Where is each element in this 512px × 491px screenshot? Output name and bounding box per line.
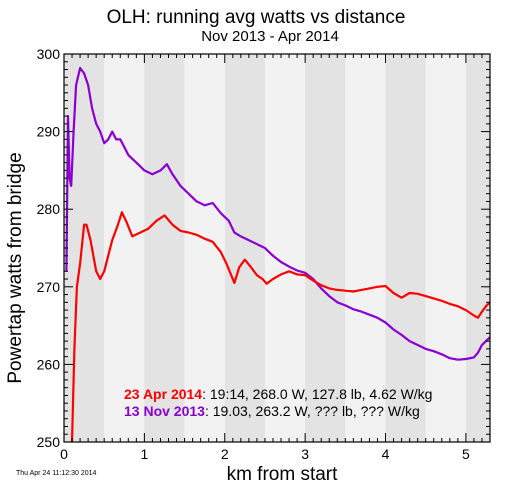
y-tick-label: 280 (37, 201, 61, 217)
legend-entry-apr: 23 Apr 2014: 19:14, 268.0 W, 127.8 lb, 4… (124, 386, 432, 402)
legend-entry-nov: 13 Nov 2013: 19.03, 263.2 W, ??? lb, ???… (124, 403, 420, 419)
background-band (64, 54, 105, 442)
chart-title: OLH: running avg watts vs distance (107, 7, 406, 28)
axis-ticks (63, 53, 491, 443)
legend-stats-nov: : 19.03, 263.2 W, ??? lb, ??? W/kg (205, 403, 420, 419)
y-tick-label: 260 (37, 356, 61, 372)
background-band (425, 54, 466, 442)
x-tick-label: 1 (140, 446, 148, 462)
background-band (264, 54, 306, 442)
legend-date-nov: 13 Nov 2013 (124, 403, 205, 419)
chart-subtitle: Nov 2013 - Apr 2014 (201, 28, 339, 45)
background-band (144, 54, 185, 442)
series-line-nov-2013 (65, 66, 491, 361)
background-band (385, 54, 426, 442)
y-tick-label: 250 (37, 434, 61, 450)
x-tick-label: 2 (221, 446, 229, 462)
background-band (224, 54, 265, 442)
legend-annotation: 23 Apr 2014: 19:14, 268.0 W, 127.8 lb, 4… (124, 386, 432, 419)
y-axis-label: Powertap watts from bridge (5, 152, 26, 383)
y-tick-label: 300 (37, 46, 61, 62)
timestamp: Thu Apr 24 11:12:30 2014 (16, 470, 97, 477)
x-tick-label: 5 (462, 446, 470, 462)
x-tick-label: 4 (382, 446, 390, 462)
axis-tick-labels: 0 1 2 3 4 5 250 260 270 280 290 300 (37, 46, 470, 462)
background-band (465, 54, 490, 442)
series-line-apr-2014 (70, 211, 491, 443)
y-tick-label: 270 (37, 279, 61, 295)
series-lines (65, 66, 491, 443)
legend-stats-apr: : 19:14, 268.0 W, 127.8 lb, 4.62 W/kg (202, 386, 432, 402)
legend-date-apr: 23 Apr 2014 (124, 386, 202, 402)
background-band (305, 54, 346, 442)
x-tick-label: 0 (60, 446, 68, 462)
background-band (345, 54, 386, 442)
x-axis-label: km from start (227, 464, 339, 485)
x-tick-label: 3 (301, 446, 309, 462)
y-tick-label: 290 (37, 124, 61, 140)
chart-background-bands (64, 54, 490, 442)
